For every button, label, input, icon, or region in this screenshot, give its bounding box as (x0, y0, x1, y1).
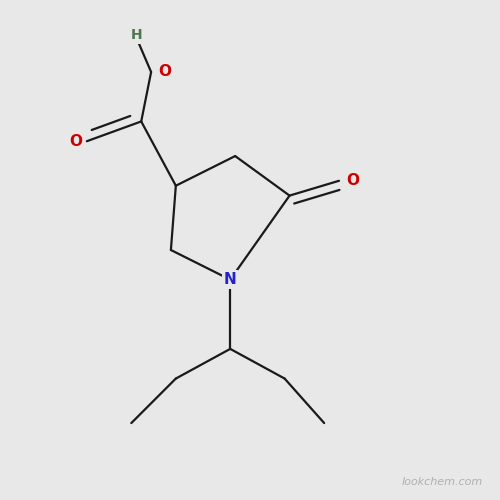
Text: O: O (158, 64, 172, 80)
Text: O: O (69, 134, 82, 148)
Text: N: N (224, 272, 236, 287)
Text: H: H (130, 28, 142, 42)
Text: O: O (346, 174, 360, 188)
Text: lookchem.com: lookchem.com (401, 478, 482, 488)
